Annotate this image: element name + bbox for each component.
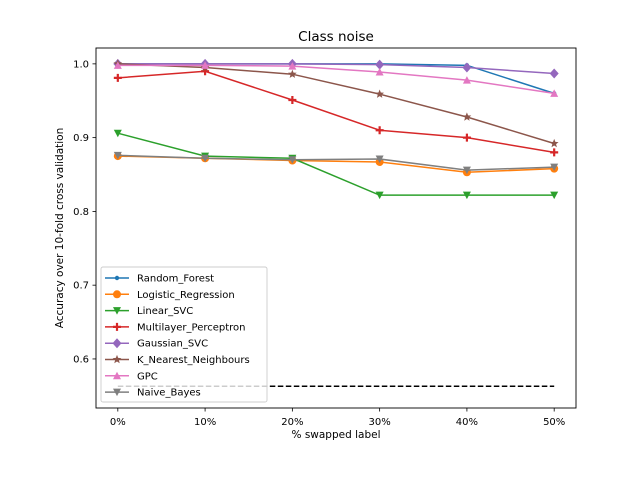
legend-swatch-marker xyxy=(113,388,121,397)
legend-item-k-nearest-neighbours: K_Nearest_Neighbours xyxy=(105,354,250,366)
legend: Random_Forest Logistic_Regression Linear_S… xyxy=(100,266,268,403)
series-gaussian-svc xyxy=(113,58,559,79)
legend-swatch-marker xyxy=(113,371,121,380)
data-point-multilayer-perceptron xyxy=(113,73,122,82)
chart-title: Class noise xyxy=(298,29,374,45)
y-tick-label: 0.9 xyxy=(73,133,89,144)
legend-swatch-marker xyxy=(112,338,122,349)
data-point-k-nearest-neighbours xyxy=(462,112,472,121)
legend-item-naive-bayes: Naive_Bayes xyxy=(105,388,201,399)
legend-item-gpc: GPC xyxy=(105,371,158,382)
legend-swatch-marker xyxy=(114,275,120,281)
data-point-naive-bayes xyxy=(462,166,471,175)
legend-item-linear-svc: Linear_SVC xyxy=(105,306,193,317)
axes-frame xyxy=(95,47,577,409)
y-tick-label: 0.8 xyxy=(73,207,89,218)
y-tick-label: 0.7 xyxy=(73,281,89,292)
data-point-gpc xyxy=(462,76,471,84)
legend-label: GPC xyxy=(137,371,158,382)
data-point-gpc xyxy=(375,67,384,76)
data-point-gpc xyxy=(201,61,210,69)
legend-label: Multilayer_Perceptron xyxy=(137,322,246,333)
series-line-linear-svc xyxy=(117,132,555,196)
data-point-naive-bayes xyxy=(201,154,210,163)
data-point-linear-svc xyxy=(462,191,471,200)
data-point-gpc xyxy=(550,89,559,97)
x-tick-label: 50% xyxy=(543,417,565,428)
y-axis: 0.6 0.7 0.8 0.9 1.0 xyxy=(73,59,96,365)
data-point-multilayer-perceptron xyxy=(288,96,297,105)
x-tick-label: 10% xyxy=(194,417,216,428)
data-point-k-nearest-neighbours xyxy=(549,138,559,148)
x-tick-label: 20% xyxy=(281,417,303,428)
series-line-multilayer-perceptron xyxy=(117,70,555,154)
data-point-gaussian-svc xyxy=(375,59,385,70)
series-line-gpc xyxy=(117,64,555,95)
data-point-multilayer-perceptron xyxy=(462,133,471,142)
legend-swatch-marker xyxy=(113,307,121,315)
x-axis-label: % swapped label xyxy=(292,429,381,441)
data-point-naive-bayes xyxy=(288,156,297,164)
x-tick-label: 40% xyxy=(456,417,478,428)
legend-label: Logistic_Regression xyxy=(137,290,235,301)
legend-swatch-marker xyxy=(113,290,121,299)
data-point-linear-svc xyxy=(375,191,384,200)
x-tick-label: 0% xyxy=(110,417,126,428)
series-line-gaussian-svc xyxy=(117,63,555,75)
data-point-multilayer-perceptron xyxy=(375,126,384,135)
data-point-naive-bayes xyxy=(113,151,122,160)
series-naive-bayes xyxy=(113,151,559,175)
series-gpc xyxy=(113,61,559,97)
x-tick-label: 30% xyxy=(369,417,391,428)
legend-label: Naive_Bayes xyxy=(137,388,201,399)
data-point-k-nearest-neighbours xyxy=(287,69,297,78)
series-line-k-nearest-neighbours xyxy=(117,63,555,145)
series-multilayer-perceptron xyxy=(113,67,559,157)
data-point-gpc xyxy=(288,62,297,70)
data-point-k-nearest-neighbours xyxy=(375,89,385,98)
series-line-naive-bayes xyxy=(117,154,555,171)
x-axis: 0% 10% 20% 30% 40% 50% xyxy=(110,408,565,428)
legend-item-logistic-regression: Logistic_Regression xyxy=(105,290,235,301)
legend-item-random-forest: Random_Forest xyxy=(105,274,214,285)
data-point-gaussian-svc xyxy=(462,62,472,73)
y-tick-label: 0.6 xyxy=(73,354,89,365)
data-point-naive-bayes xyxy=(375,155,384,164)
data-point-linear-svc xyxy=(550,191,559,200)
data-point-naive-bayes xyxy=(550,163,559,172)
data-point-gaussian-svc xyxy=(549,68,559,79)
legend-label: Random_Forest xyxy=(137,274,214,285)
legend-label: Gaussian_SVC xyxy=(137,339,208,350)
y-axis-label: Accuracy over 10-fold cross validation xyxy=(54,128,66,328)
legend-swatch-marker xyxy=(112,354,122,364)
legend-label: K_Nearest_Neighbours xyxy=(137,355,250,366)
legend-item-gaussian-svc: Gaussian_SVC xyxy=(105,338,208,350)
legend-item-multilayer-perceptron: Multilayer_Perceptron xyxy=(105,322,246,333)
data-point-gpc xyxy=(113,61,122,69)
data-point-multilayer-perceptron xyxy=(550,148,559,157)
data-point-linear-svc xyxy=(113,129,122,138)
legend-box xyxy=(100,266,268,403)
plot-marks xyxy=(113,58,559,387)
legend-label: Linear_SVC xyxy=(137,306,193,317)
legend-swatch-marker xyxy=(113,322,121,331)
y-tick-label: 1.0 xyxy=(73,59,89,70)
